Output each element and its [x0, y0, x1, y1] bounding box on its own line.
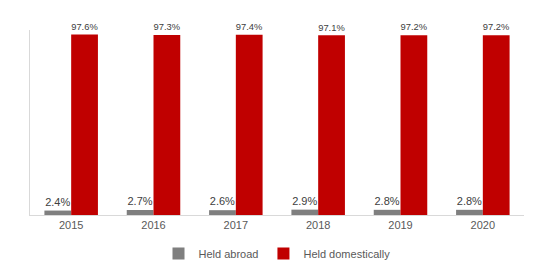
- svg-text:2.7%: 2.7%: [127, 195, 152, 207]
- svg-text:2.4%: 2.4%: [45, 196, 70, 208]
- svg-text:2.8%: 2.8%: [374, 195, 399, 207]
- svg-text:Held domestically: Held domestically: [303, 248, 390, 260]
- svg-text:97.1%: 97.1%: [318, 23, 345, 33]
- svg-text:2019: 2019: [388, 219, 412, 231]
- svg-text:2.8%: 2.8%: [457, 195, 482, 207]
- svg-text:2018: 2018: [306, 219, 330, 231]
- svg-text:2020: 2020: [471, 219, 495, 231]
- svg-text:2.6%: 2.6%: [210, 195, 235, 207]
- svg-text:97.3%: 97.3%: [154, 22, 181, 32]
- svg-text:97.2%: 97.2%: [483, 22, 510, 32]
- svg-text:2017: 2017: [224, 219, 248, 231]
- svg-text:97.2%: 97.2%: [401, 22, 428, 32]
- svg-text:Held abroad: Held abroad: [199, 248, 259, 260]
- svg-text:2016: 2016: [141, 219, 165, 231]
- svg-text:2015: 2015: [59, 219, 83, 231]
- svg-text:97.6%: 97.6%: [71, 22, 98, 32]
- svg-text:97.4%: 97.4%: [236, 22, 263, 32]
- svg-text:2.9%: 2.9%: [292, 195, 317, 207]
